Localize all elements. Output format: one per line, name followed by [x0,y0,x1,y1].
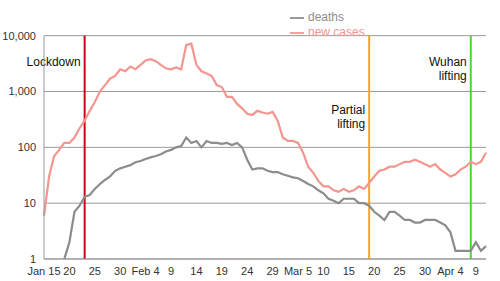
svg-text:Feb 4: Feb 4 [132,265,160,277]
svg-text:Jan 15: Jan 15 [27,265,60,277]
svg-text:10: 10 [24,197,36,209]
svg-text:30: 30 [114,265,126,277]
svg-text:Lockdown: Lockdown [27,55,81,69]
svg-text:9: 9 [168,265,174,277]
svg-text:Apr 4: Apr 4 [437,265,463,277]
svg-text:29: 29 [266,265,278,277]
html-text:deaths: deaths [308,10,344,24]
svg-text:1: 1 [30,253,36,265]
svg-text:Wuhanlifting: Wuhanlifting [429,55,467,83]
svg-text:25: 25 [394,265,406,277]
svg-text:15: 15 [343,265,355,277]
svg-text:Mar 5: Mar 5 [284,265,312,277]
svg-text:25: 25 [89,265,101,277]
svg-text:20: 20 [63,265,75,277]
svg-text:24: 24 [241,265,253,277]
svg-text:14: 14 [190,265,202,277]
html-text:new cases: new cases [308,24,365,39]
svg-text:9: 9 [473,265,479,277]
svg-text:10: 10 [317,265,329,277]
svg-text:1,000: 1,000 [8,85,36,97]
svg-text:10,000: 10,000 [8,30,36,42]
svg-text:30: 30 [419,265,431,277]
svg-text:19: 19 [216,265,228,277]
svg-text:Partiallifting: Partiallifting [331,103,365,131]
svg-text:20: 20 [368,265,380,277]
svg-text:100: 100 [18,141,36,153]
